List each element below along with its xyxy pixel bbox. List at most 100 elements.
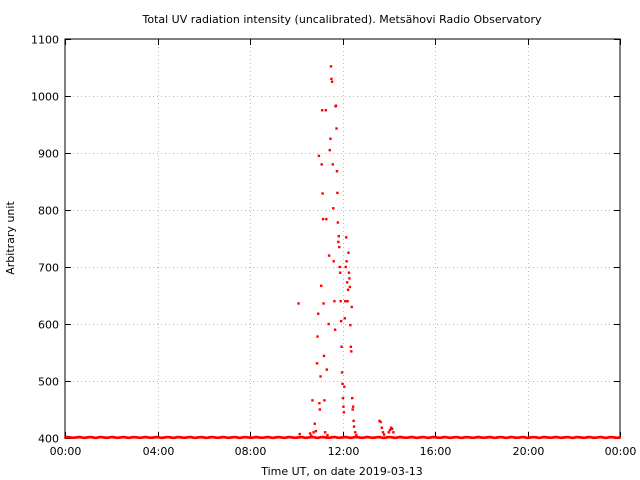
data-point — [381, 431, 385, 434]
x-tick-label: 08:00 — [235, 445, 267, 458]
data-point — [342, 411, 346, 414]
data-point — [319, 375, 322, 378]
data-point — [387, 431, 390, 434]
data-point — [333, 328, 337, 331]
data-point — [311, 399, 314, 402]
data-point — [325, 368, 328, 371]
data-point — [320, 163, 323, 166]
data-point — [341, 382, 344, 386]
data-point — [315, 362, 319, 365]
data-point — [343, 317, 347, 320]
data-point — [330, 80, 334, 83]
data-point — [318, 408, 322, 411]
x-tick-labels: 00:00 04:00 08:00 12:00 16:00 20:00 00:00 — [50, 445, 637, 458]
data-point — [351, 396, 354, 400]
data-point — [342, 405, 345, 408]
data-point — [327, 322, 330, 326]
data-point — [350, 350, 353, 353]
data-point — [352, 425, 356, 428]
y-tick-labels: 400 500 600 700 800 900 1000 1100 — [31, 34, 59, 446]
data-point — [392, 431, 395, 434]
data-point — [350, 305, 353, 309]
data-point — [328, 148, 331, 152]
data-point — [351, 408, 354, 411]
y-tick-label: 700 — [38, 262, 59, 275]
data-point — [336, 221, 340, 224]
data-point — [339, 300, 342, 303]
data-point — [346, 288, 350, 291]
data-point — [337, 235, 340, 238]
data-point — [352, 419, 355, 423]
x-tick-label: 12:00 — [328, 445, 360, 458]
y-tick-label: 800 — [38, 205, 59, 218]
y-tick-label: 1100 — [31, 34, 59, 47]
x-tick-label: 04:00 — [143, 445, 175, 458]
data-point — [335, 170, 339, 173]
data-point — [344, 300, 347, 303]
data-point — [337, 240, 340, 244]
data-point — [335, 127, 338, 130]
data-point — [348, 277, 351, 280]
data-point — [346, 300, 349, 303]
data-point — [323, 431, 327, 434]
data-point — [391, 427, 394, 431]
y-tick-label: 400 — [38, 433, 59, 446]
data-point — [347, 271, 351, 274]
data-point — [316, 335, 319, 338]
data-point — [326, 433, 329, 437]
data-point — [388, 428, 392, 432]
data-point — [344, 265, 347, 269]
baseline-point — [619, 436, 621, 439]
data-point — [320, 109, 324, 112]
data-point — [325, 217, 328, 221]
data-point — [329, 137, 332, 140]
data-point — [329, 65, 333, 68]
data-point — [334, 104, 338, 107]
data-point — [332, 207, 335, 210]
data-point — [320, 284, 323, 288]
y-axis-label: Arbitrary unit — [4, 201, 17, 275]
data-point — [345, 281, 349, 284]
data-point — [323, 399, 326, 402]
data-points — [64, 65, 621, 440]
data-point — [354, 431, 357, 434]
data-point — [345, 260, 348, 263]
data-point — [310, 434, 313, 437]
data-point — [345, 236, 348, 239]
data-point — [380, 426, 384, 429]
y-tick-label: 500 — [38, 376, 59, 389]
data-point — [340, 345, 343, 348]
data-point — [322, 302, 325, 305]
y-tick-label: 600 — [38, 319, 59, 332]
data-point — [341, 396, 345, 400]
x-tick-label: 00:00 — [605, 445, 637, 458]
data-point — [355, 433, 358, 437]
data-point — [348, 285, 352, 289]
data-point — [343, 385, 346, 388]
data-point — [297, 302, 300, 305]
data-point — [331, 163, 334, 166]
x-tick-label: 16:00 — [420, 445, 452, 458]
data-point — [338, 271, 342, 274]
data-point — [349, 345, 353, 348]
data-point — [340, 371, 344, 374]
data-point — [332, 260, 335, 263]
data-point — [339, 319, 343, 323]
x-axis-label: Time UT, on date 2019-03-13 — [260, 465, 423, 478]
data-point — [318, 402, 321, 405]
grid-lines — [65, 39, 620, 438]
data-point — [321, 192, 324, 195]
data-point — [333, 300, 336, 303]
chart-title: Total UV radiation intensity (uncalibrat… — [142, 13, 542, 26]
data-point — [298, 432, 301, 436]
data-point — [308, 432, 312, 435]
data-point — [314, 429, 318, 433]
data-point — [349, 323, 352, 327]
data-point — [379, 420, 382, 424]
data-point — [327, 254, 331, 257]
data-point — [317, 154, 321, 158]
data-point — [322, 354, 326, 358]
data-point — [347, 251, 350, 254]
data-point — [336, 191, 339, 195]
